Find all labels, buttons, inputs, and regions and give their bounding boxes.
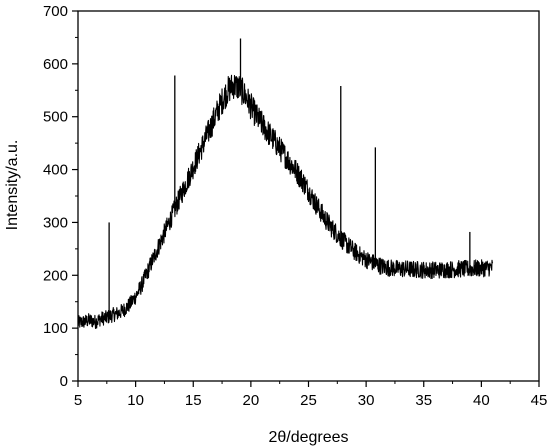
y-tick-label: 600 bbox=[43, 56, 68, 73]
x-tick-label: 10 bbox=[127, 392, 144, 409]
y-tick-label: 100 bbox=[43, 320, 68, 337]
y-tick-label: 200 bbox=[43, 267, 68, 284]
x-tick-label: 35 bbox=[415, 392, 432, 409]
y-tick-label: 500 bbox=[43, 109, 68, 126]
xrd-trace bbox=[77, 74, 494, 329]
x-axis-title: 2θ/degrees bbox=[268, 429, 348, 446]
x-tick-label: 15 bbox=[185, 392, 202, 409]
x-tick-label: 25 bbox=[300, 392, 317, 409]
y-tick-label: 700 bbox=[43, 3, 68, 20]
y-tick-label: 0 bbox=[60, 373, 68, 390]
x-tick-label: 40 bbox=[473, 392, 490, 409]
y-axis-title: Intensity/a.u. bbox=[4, 140, 21, 231]
x-tick-label: 30 bbox=[358, 392, 375, 409]
y-tick-label: 300 bbox=[43, 214, 68, 231]
plot-area bbox=[77, 38, 494, 329]
x-tick-label: 45 bbox=[531, 392, 548, 409]
axes: 5 10 15 20 25 30 35 40 45 0 100 200 300 400 500 600 700 bbox=[43, 3, 547, 409]
y-tick-label: 400 bbox=[43, 162, 68, 179]
x-tick-label: 5 bbox=[74, 392, 82, 409]
x-tick-label: 20 bbox=[243, 392, 260, 409]
